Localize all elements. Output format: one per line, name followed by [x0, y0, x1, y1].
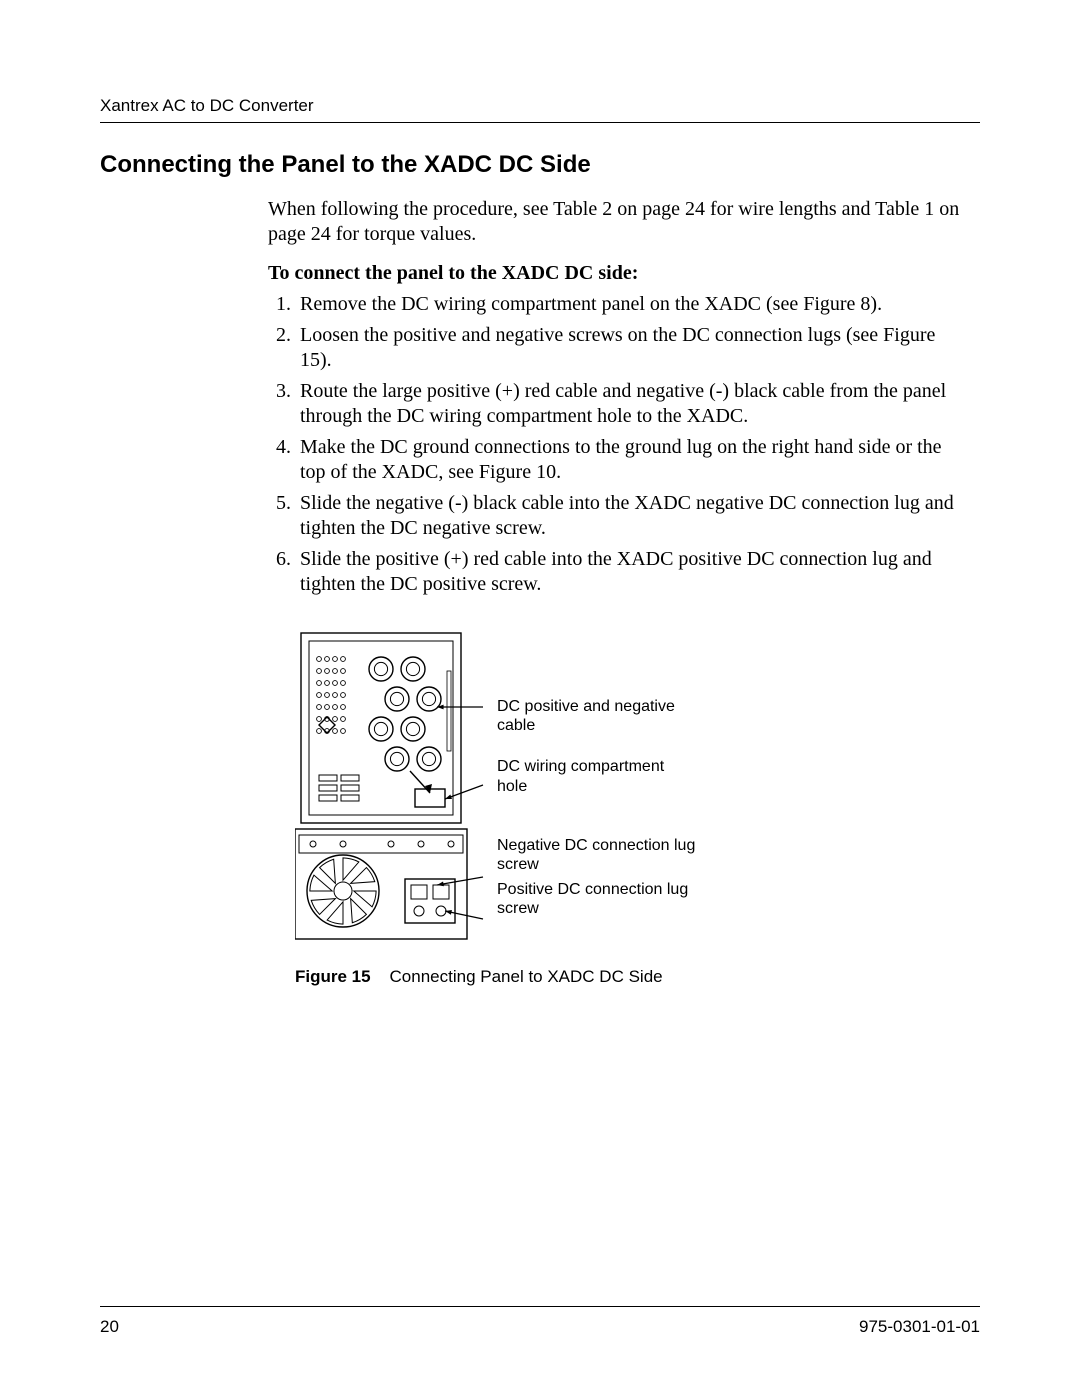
- step-item: Route the large positive (+) red cable a…: [296, 379, 968, 429]
- section-heading: Connecting the Panel to the XADC DC Side: [100, 151, 980, 179]
- footer-rule: [100, 1306, 980, 1307]
- callout-compartment-hole: DC wiring compartment hole: [497, 757, 697, 795]
- procedure-sub-heading: To connect the panel to the XADC DC side…: [268, 261, 968, 286]
- xadc-diagram: [295, 629, 485, 949]
- intro-paragraph: When following the procedure, see Table …: [268, 197, 968, 247]
- procedure-steps: Remove the DC wiring compartment panel o…: [268, 292, 968, 597]
- figure-label: Figure 15: [295, 967, 371, 986]
- page-footer: 20 975-0301-01-01: [100, 1306, 980, 1337]
- header-rule: [100, 122, 980, 123]
- step-item: Slide the negative (-) black cable into …: [296, 491, 968, 541]
- page-number: 20: [100, 1317, 119, 1337]
- step-item: Remove the DC wiring compartment panel o…: [296, 292, 968, 317]
- figure-15: DC positive and negative cable DC wiring…: [295, 629, 895, 987]
- running-header: Xantrex AC to DC Converter: [100, 96, 980, 116]
- document-number: 975-0301-01-01: [859, 1317, 980, 1337]
- step-item: Loosen the positive and negative screws …: [296, 323, 968, 373]
- figure-caption: Figure 15 Connecting Panel to XADC DC Si…: [295, 967, 895, 987]
- step-item: Slide the positive (+) red cable into th…: [296, 547, 968, 597]
- figure-callouts: DC positive and negative cable DC wiring…: [485, 629, 697, 945]
- step-item: Make the DC ground connections to the gr…: [296, 435, 968, 485]
- callout-dc-cable: DC positive and negative cable: [497, 697, 697, 735]
- callout-positive-lug: Positive DC connection lug screw: [497, 880, 697, 918]
- figure-caption-text: Connecting Panel to XADC DC Side: [390, 967, 663, 986]
- callout-negative-lug: Negative DC connection lug screw: [497, 836, 697, 874]
